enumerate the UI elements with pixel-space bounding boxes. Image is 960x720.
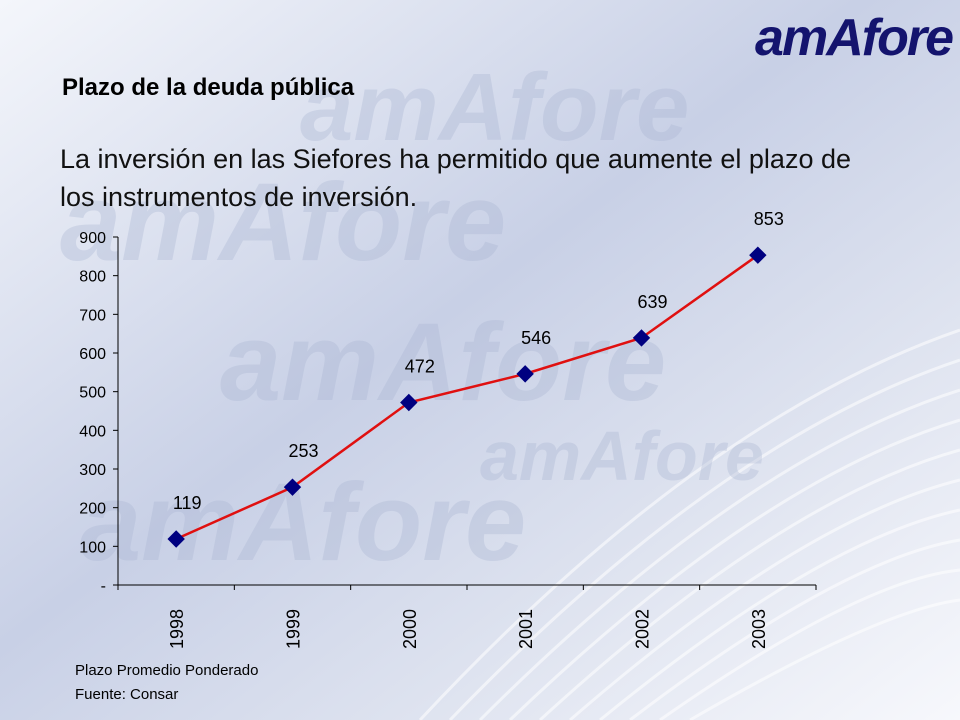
slide-title: Plazo de la deuda pública xyxy=(62,74,355,101)
data-label: 472 xyxy=(405,356,435,376)
data-point xyxy=(632,329,651,347)
y-tick-label: 500 xyxy=(79,385,106,402)
series-note: Plazo Promedio Ponderado xyxy=(75,662,259,679)
y-tick-label: 800 xyxy=(79,269,106,286)
amafore-logo: amAfore xyxy=(755,9,954,67)
x-tick-label: 2003 xyxy=(749,609,769,649)
svg-text:amAfore: amAfore xyxy=(80,461,526,584)
data-point xyxy=(167,530,185,548)
y-tick-label: 100 xyxy=(79,539,106,556)
slide-subtitle: La inversión en las Siefores ha permitid… xyxy=(60,144,851,212)
data-label: 853 xyxy=(754,209,784,229)
data-label: 253 xyxy=(288,441,318,461)
svg-text:amAfore: amAfore xyxy=(220,301,666,424)
svg-text:amAfore: amAfore xyxy=(300,54,689,161)
y-tick-label: 600 xyxy=(79,346,106,363)
y-tick-label: - xyxy=(101,578,106,595)
data-label: 639 xyxy=(637,292,667,312)
source-note: Fuente: Consar xyxy=(75,686,179,703)
x-tick-label: 1999 xyxy=(284,609,304,649)
x-tick-label: 2002 xyxy=(633,609,653,649)
data-point xyxy=(283,478,302,496)
data-label: 546 xyxy=(521,328,551,348)
data-point xyxy=(400,393,418,412)
svg-text:amAfore: amAfore xyxy=(480,417,764,495)
x-tick-label: 2001 xyxy=(516,609,536,649)
y-tick-label: 400 xyxy=(79,423,106,440)
y-tick-label: 900 xyxy=(79,230,106,247)
y-tick-label: 300 xyxy=(79,462,106,479)
data-point xyxy=(516,365,534,383)
x-tick-label: 2000 xyxy=(400,609,420,649)
x-tick-label: 1998 xyxy=(167,609,187,649)
series-line xyxy=(175,254,759,541)
data-label: 119 xyxy=(173,493,202,513)
svg-text:amAfore: amAfore xyxy=(60,161,506,284)
y-tick-label: 200 xyxy=(79,501,106,518)
data-point xyxy=(749,246,767,264)
y-tick-label: 700 xyxy=(79,307,106,324)
